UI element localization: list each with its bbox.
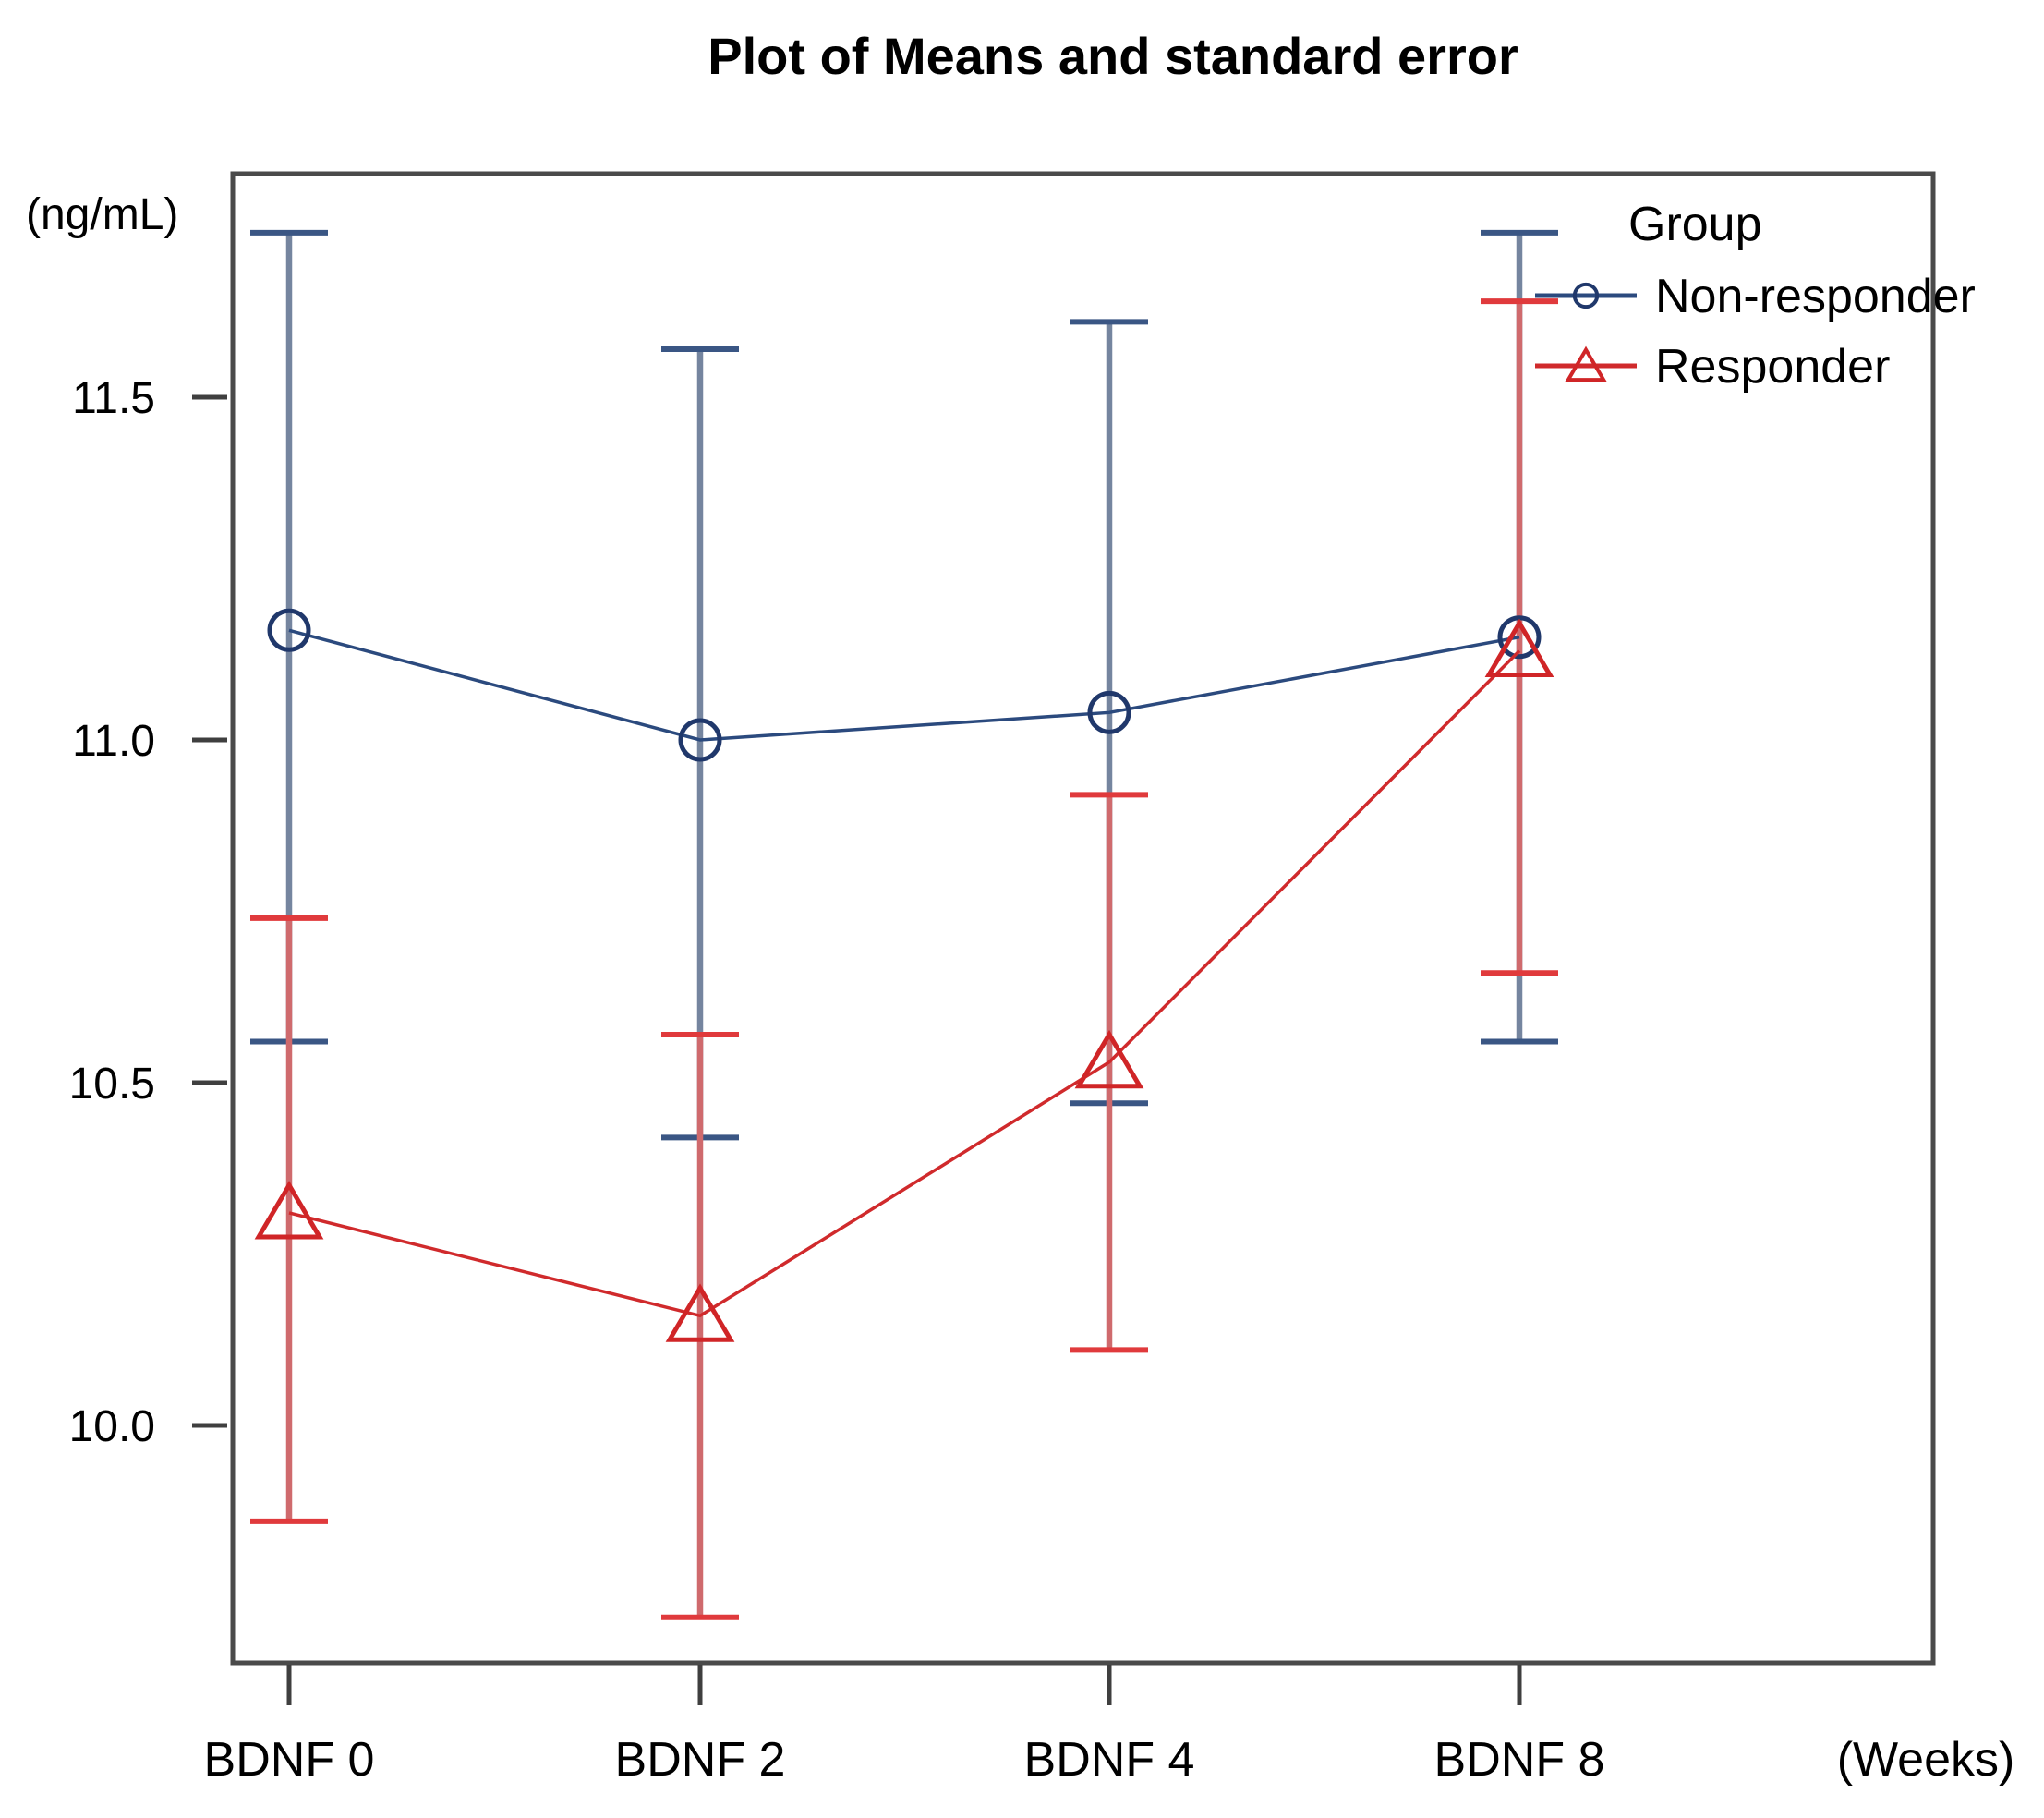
legend-title: Group xyxy=(1628,198,1762,251)
x-axis-unit-label: (Weeks) xyxy=(1837,1733,2015,1787)
y-tick-label: 11.0 xyxy=(72,717,155,766)
circle-marker xyxy=(1572,282,1600,309)
triangle-marker xyxy=(1565,345,1607,382)
error-bars-responder xyxy=(250,298,1558,1620)
circle-marker xyxy=(267,608,311,652)
triangle-marker xyxy=(1074,1029,1144,1089)
legend-label: Responder xyxy=(1655,340,1890,394)
circle-marker xyxy=(1087,690,1131,734)
series-line xyxy=(288,649,1521,1318)
legend: Group Non-responder Responder xyxy=(1535,198,1976,394)
x-axis: BDNF 0 BDNF 2 BDNF 4 BDNF 8 (Weeks) xyxy=(204,1665,2015,1787)
x-tick-label: BDNF 4 xyxy=(1024,1733,1195,1787)
series-non-responder xyxy=(267,608,1542,762)
y-tick-label: 11.5 xyxy=(72,374,155,423)
x-tick-label: BDNF 2 xyxy=(615,1733,786,1787)
plot-border xyxy=(230,171,1936,1666)
x-tick-label: BDNF 8 xyxy=(1434,1733,1605,1787)
triangle-marker xyxy=(1484,618,1554,678)
series-line xyxy=(288,628,1520,742)
circle-marker xyxy=(1497,615,1542,660)
chart-title: Plot of Means and standard error xyxy=(708,27,1518,85)
legend-label: Non-responder xyxy=(1655,270,1976,323)
triangle-marker xyxy=(665,1283,735,1342)
circle-marker xyxy=(678,718,722,762)
x-tick-label: BDNF 0 xyxy=(204,1733,375,1787)
error-bars-non-responder xyxy=(250,229,1558,1141)
triangle-marker xyxy=(254,1181,324,1240)
series-responder xyxy=(254,618,1554,1342)
y-tick-label: 10.0 xyxy=(69,1402,155,1451)
y-axis-unit-label: (ng/mL) xyxy=(26,190,178,239)
y-tick-label: 10.5 xyxy=(69,1060,155,1109)
y-axis: (ng/mL) 11.5 11.0 10.5 10.0 xyxy=(26,190,227,1451)
